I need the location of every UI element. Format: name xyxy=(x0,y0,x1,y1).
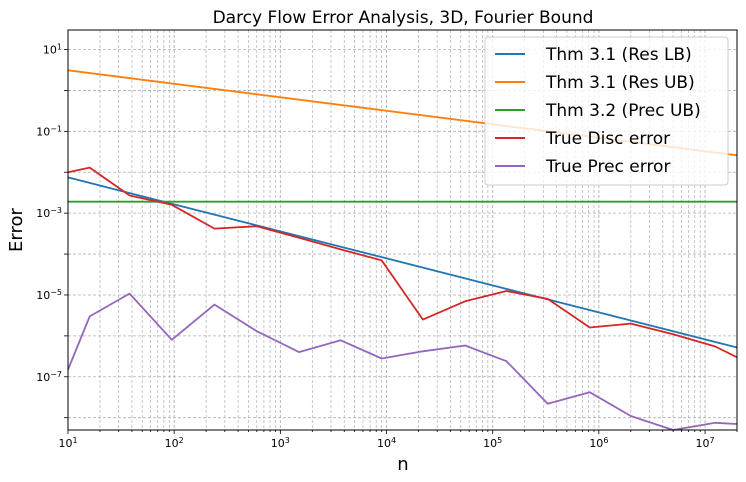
series-line xyxy=(67,166,738,359)
axis-ticks: 101 102 103 104 105 106 107 101 10−1 10−3 10−5 10−7 xyxy=(36,42,738,451)
chart-title: Darcy Flow Error Analysis, 3D, Fourier B… xyxy=(213,8,594,28)
series-line xyxy=(67,176,738,349)
y-tick-label: 10−1 xyxy=(36,124,62,139)
y-tick-label: 101 xyxy=(43,42,62,57)
legend-label: Thm 3.1 (Res LB) xyxy=(545,45,692,65)
y-tick-label: 10−3 xyxy=(36,206,62,221)
x-tick-label: 103 xyxy=(271,436,290,451)
legend-box xyxy=(484,36,729,186)
y-tick-label: 10−5 xyxy=(36,287,62,302)
series-line xyxy=(67,292,738,431)
legend-label: True Prec error xyxy=(545,157,670,177)
legend-label: True Disc error xyxy=(545,129,670,149)
x-tick-label: 107 xyxy=(695,436,714,451)
legend: Thm 3.1 (Res LB) Thm 3.1 (Res UB) Thm 3.2 … xyxy=(484,36,729,186)
x-tick-label: 102 xyxy=(165,436,184,451)
legend-label: Thm 3.2 (Prec UB) xyxy=(545,101,701,121)
x-tick-label: 105 xyxy=(483,436,502,451)
x-axis-label: n xyxy=(397,454,408,475)
y-tick-label: 10−7 xyxy=(36,369,62,384)
y-axis-label: Error xyxy=(6,207,27,251)
x-tick-label: 101 xyxy=(58,436,77,451)
legend-label: Thm 3.1 (Res UB) xyxy=(545,73,695,93)
axes-frame xyxy=(67,29,738,431)
x-tick-label: 104 xyxy=(377,436,396,451)
x-tick-label: 106 xyxy=(589,436,608,451)
